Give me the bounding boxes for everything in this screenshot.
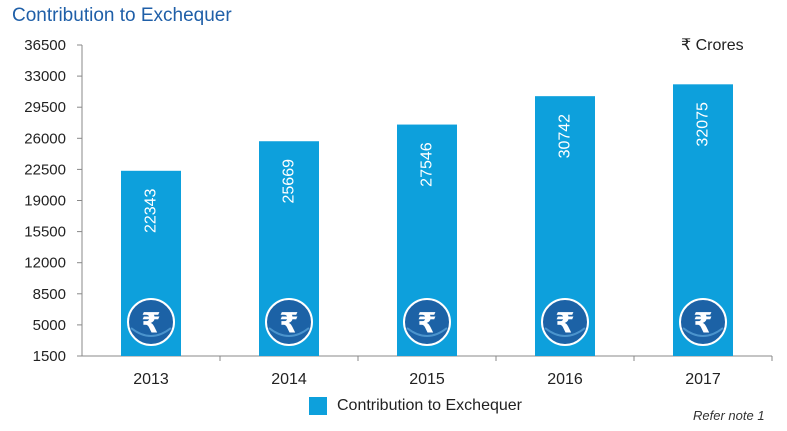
- data-label: 32075: [695, 102, 712, 147]
- x-tick-label: 2016: [547, 371, 583, 388]
- unit-label: ₹ Crores: [681, 37, 744, 54]
- data-label: 27546: [419, 142, 436, 187]
- rupee-icon-shine: [544, 327, 586, 337]
- rupee-icon-shine: [268, 327, 310, 337]
- rupee-icon-glyph: ₹: [693, 307, 712, 340]
- legend-label: Contribution to Exchequer: [337, 397, 522, 414]
- chart-title: Contribution to Exchequer: [12, 5, 232, 26]
- data-label: 25669: [281, 159, 298, 204]
- rupee-icon-shine: [406, 327, 448, 337]
- y-tick-label: 29500: [24, 99, 66, 116]
- y-tick-label: 19000: [24, 193, 66, 210]
- y-tick-label: 26000: [24, 130, 66, 147]
- y-tick-label: 1500: [33, 348, 66, 365]
- x-tick-label: 2017: [685, 371, 721, 388]
- rupee-icon-glyph: ₹: [417, 307, 436, 340]
- rupee-icon-glyph: ₹: [555, 307, 574, 340]
- y-tick-label: 5000: [33, 317, 66, 334]
- footnote: Refer note 1: [693, 408, 765, 423]
- rupee-icon-glyph: ₹: [279, 307, 298, 340]
- data-label: 22343: [143, 188, 160, 233]
- rupee-icon-shine: [682, 327, 724, 337]
- y-tick-label: 8500: [33, 286, 66, 303]
- y-tick-label: 33000: [24, 68, 66, 85]
- x-tick-label: 2015: [409, 371, 445, 388]
- legend: Contribution to Exchequer: [309, 397, 522, 415]
- rupee-icon-glyph: ₹: [141, 307, 160, 340]
- x-tick-label: 2014: [271, 371, 307, 388]
- x-tick-label: 2013: [133, 371, 169, 388]
- data-label: 30742: [557, 114, 574, 159]
- y-tick-label: 12000: [24, 255, 66, 272]
- legend-swatch: [309, 397, 327, 415]
- rupee-icon-shine: [130, 327, 172, 337]
- y-tick-label: 36500: [24, 37, 66, 54]
- y-tick-label: 15500: [24, 224, 66, 241]
- y-tick-label: 22500: [24, 161, 66, 178]
